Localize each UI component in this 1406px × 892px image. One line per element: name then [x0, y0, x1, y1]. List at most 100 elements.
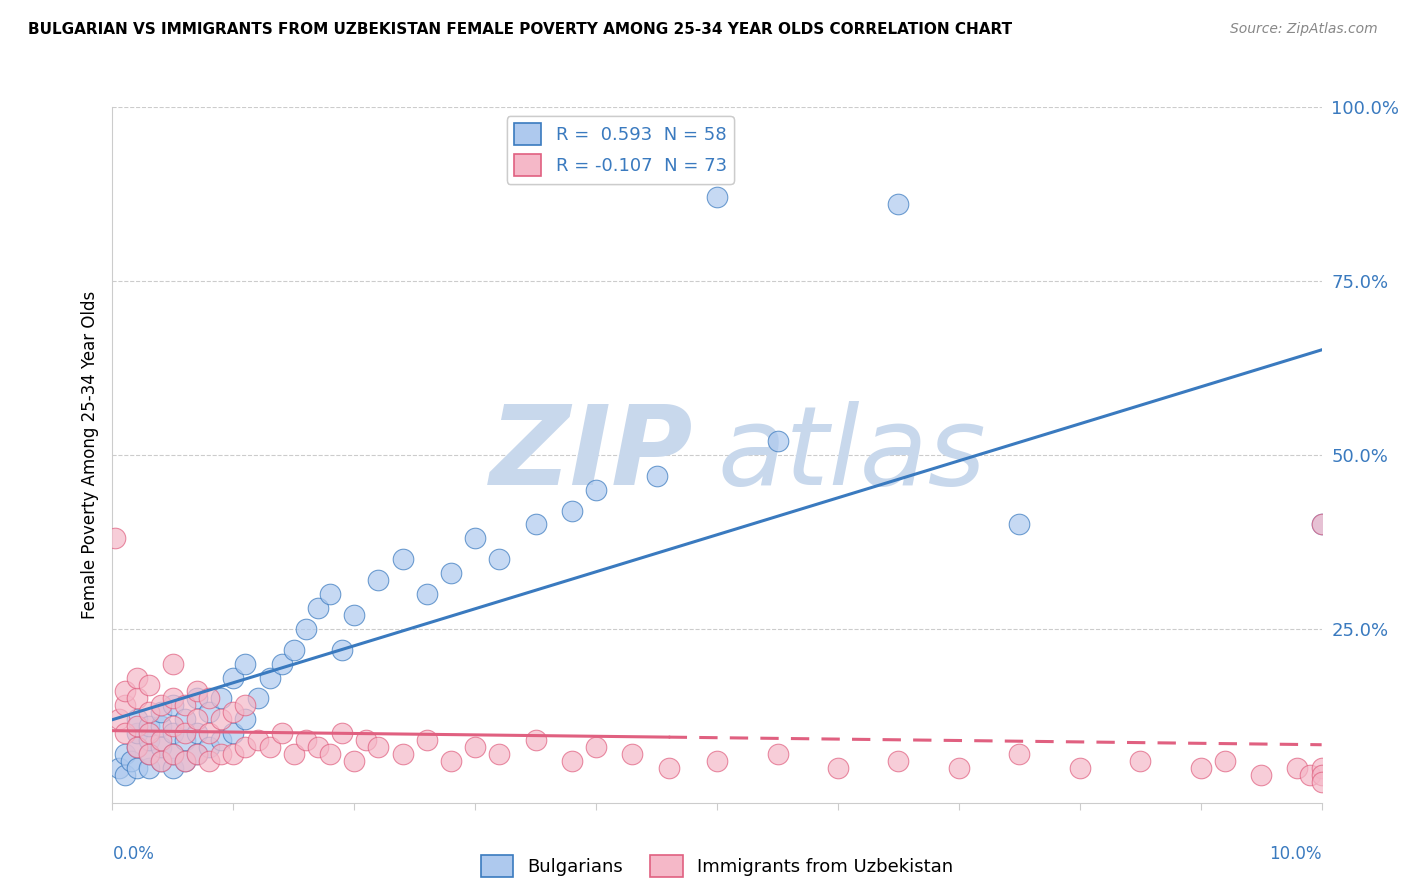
- Point: [1310, 517, 1333, 532]
- Point: [222, 671, 245, 685]
- Point: [887, 197, 910, 211]
- Point: [125, 740, 148, 755]
- Point: [416, 733, 439, 747]
- Point: [138, 719, 160, 733]
- Point: [561, 503, 583, 517]
- Point: [766, 747, 789, 761]
- Point: [524, 733, 547, 747]
- Point: [162, 726, 184, 740]
- Point: [149, 754, 172, 768]
- Point: [174, 698, 197, 713]
- Point: [162, 698, 184, 713]
- Point: [186, 747, 208, 761]
- Point: [1298, 768, 1320, 782]
- Point: [222, 726, 245, 740]
- Point: [658, 761, 681, 775]
- Point: [174, 754, 197, 768]
- Point: [343, 754, 366, 768]
- Point: [174, 733, 197, 747]
- Point: [319, 747, 342, 761]
- Point: [766, 434, 789, 448]
- Point: [104, 532, 127, 546]
- Point: [464, 740, 486, 755]
- Text: Source: ZipAtlas.com: Source: ZipAtlas.com: [1230, 22, 1378, 37]
- Point: [246, 691, 269, 706]
- Point: [948, 761, 970, 775]
- Point: [222, 706, 245, 720]
- Text: 0.0%: 0.0%: [112, 845, 155, 863]
- Point: [585, 483, 607, 497]
- Point: [488, 747, 510, 761]
- Point: [162, 719, 184, 733]
- Point: [107, 712, 129, 726]
- Point: [706, 190, 728, 204]
- Point: [235, 712, 257, 726]
- Point: [645, 468, 668, 483]
- Point: [367, 740, 389, 755]
- Point: [138, 677, 160, 691]
- Point: [356, 733, 378, 747]
- Point: [138, 747, 160, 761]
- Point: [621, 747, 644, 761]
- Point: [198, 691, 221, 706]
- Point: [1069, 761, 1091, 775]
- Point: [209, 691, 232, 706]
- Legend: Bulgarians, Immigrants from Uzbekistan: Bulgarians, Immigrants from Uzbekistan: [474, 847, 960, 884]
- Point: [488, 552, 510, 566]
- Point: [138, 761, 160, 775]
- Point: [295, 733, 318, 747]
- Point: [295, 622, 318, 636]
- Point: [198, 706, 221, 720]
- Point: [887, 754, 910, 768]
- Point: [149, 698, 172, 713]
- Point: [235, 698, 257, 713]
- Point: [367, 573, 389, 587]
- Point: [283, 747, 305, 761]
- Point: [585, 740, 607, 755]
- Point: [1129, 754, 1152, 768]
- Point: [114, 768, 136, 782]
- Point: [186, 691, 208, 706]
- Point: [307, 740, 329, 755]
- Point: [330, 726, 353, 740]
- Point: [209, 733, 232, 747]
- Point: [174, 726, 197, 740]
- Point: [209, 712, 232, 726]
- Text: ZIP: ZIP: [489, 401, 693, 508]
- Point: [330, 642, 353, 657]
- Point: [827, 761, 849, 775]
- Point: [209, 747, 232, 761]
- Point: [1189, 761, 1212, 775]
- Point: [270, 726, 292, 740]
- Point: [120, 754, 142, 768]
- Point: [138, 726, 160, 740]
- Point: [125, 761, 148, 775]
- Point: [114, 747, 136, 761]
- Point: [198, 726, 221, 740]
- Point: [1250, 768, 1272, 782]
- Point: [162, 691, 184, 706]
- Point: [125, 671, 148, 685]
- Point: [162, 747, 184, 761]
- Point: [186, 747, 208, 761]
- Point: [259, 671, 281, 685]
- Point: [259, 740, 281, 755]
- Point: [391, 552, 413, 566]
- Point: [162, 657, 184, 671]
- Text: BULGARIAN VS IMMIGRANTS FROM UZBEKISTAN FEMALE POVERTY AMONG 25-34 YEAR OLDS COR: BULGARIAN VS IMMIGRANTS FROM UZBEKISTAN …: [28, 22, 1012, 37]
- Point: [343, 607, 366, 622]
- Point: [1213, 754, 1236, 768]
- Point: [198, 754, 221, 768]
- Point: [1310, 761, 1333, 775]
- Point: [1310, 517, 1333, 532]
- Point: [138, 733, 160, 747]
- Point: [235, 740, 257, 755]
- Point: [246, 733, 269, 747]
- Point: [1310, 775, 1333, 789]
- Point: [107, 761, 129, 775]
- Point: [149, 754, 172, 768]
- Point: [561, 754, 583, 768]
- Point: [524, 517, 547, 532]
- Point: [186, 712, 208, 726]
- Point: [416, 587, 439, 601]
